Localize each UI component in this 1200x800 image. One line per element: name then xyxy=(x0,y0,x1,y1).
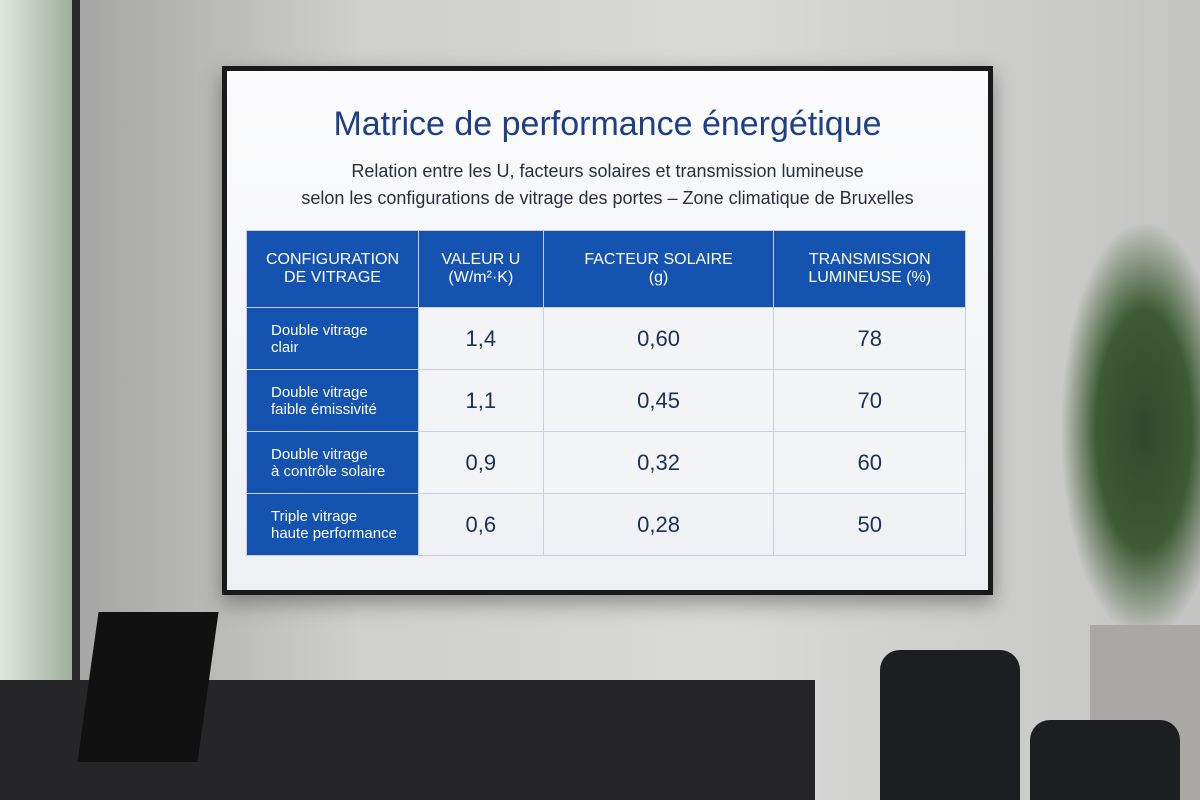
cell: 78 xyxy=(773,307,966,370)
row-label: Double vitrage clair xyxy=(246,307,419,370)
cell-line: (g) xyxy=(648,269,669,286)
chair xyxy=(880,650,1020,800)
cell-line: haute performance xyxy=(271,524,397,542)
slide: Matrice de performance énergétique Relat… xyxy=(227,71,988,590)
cell-line: clair xyxy=(271,338,299,356)
cell-line: Double vitrage xyxy=(271,383,368,401)
title: Matrice de performance énergétique xyxy=(333,105,882,143)
table-row: Double vitrage clair 1,4 0,60 78 xyxy=(246,307,966,370)
cell-line: (W/m²·K) xyxy=(448,269,514,286)
cell-line: DE VITRAGE xyxy=(284,269,381,286)
cell: 0,45 xyxy=(542,369,775,432)
cell: 0,28 xyxy=(542,493,775,556)
cell: 0,32 xyxy=(542,431,775,494)
chair xyxy=(1030,720,1180,800)
cell-line: TRANSMISSION xyxy=(808,251,931,268)
row-label: Triple vitrage haute performance xyxy=(246,493,419,556)
cell-line: FACTEUR SOLAIRE xyxy=(584,251,733,268)
window xyxy=(0,0,80,700)
column-header: CONFIGURATION DE VITRAGE xyxy=(246,230,419,308)
cell-line: Triple vitrage xyxy=(271,507,358,525)
cell-line: faible émissivité xyxy=(271,400,377,418)
cell: 60 xyxy=(773,431,966,494)
table-row: Double vitrage faible émissivité 1,1 0,45 70 xyxy=(246,369,966,432)
cell-line: Double vitrage xyxy=(271,445,368,463)
laptop xyxy=(77,612,219,762)
subtitle: Relation entre les U, facteurs solaires … xyxy=(351,161,864,181)
display: Matrice de performance énergétique Relat… xyxy=(222,66,993,595)
cell-line: Double vitrage xyxy=(271,321,368,339)
table-row: Double vitrage à contrôle solaire 0,9 0,32 6… xyxy=(246,431,966,494)
column-header: TRANSMISSION LUMINEUSE (%) xyxy=(773,230,966,308)
cell-line: LUMINEUSE (%) xyxy=(808,269,932,286)
row-label: Double vitrage faible émissivité xyxy=(246,369,419,432)
cell: 0,60 xyxy=(542,307,775,370)
cell: 0,9 xyxy=(418,431,544,494)
cell: 1,1 xyxy=(418,369,544,432)
column-header: FACTEUR SOLAIRE (g) xyxy=(542,230,775,308)
cell-line: CONFIGURATION xyxy=(265,251,400,268)
cell-line: à contrôle solaire xyxy=(271,462,386,480)
column-header: VALEUR U (W/m²·K) xyxy=(418,230,544,308)
cell: 0,6 xyxy=(418,493,544,556)
cell-line: VALEUR U xyxy=(441,251,521,268)
cell: 70 xyxy=(773,369,966,432)
subtitle: selon les configurations de vitrage des … xyxy=(301,188,914,208)
table: CONFIGURATION DE VITRAGE VALEUR U (W/m²·K) F… xyxy=(246,230,966,556)
cell: 50 xyxy=(773,493,966,556)
plant xyxy=(1060,220,1200,640)
table-row: Triple vitrage haute performance 0,6 0,28 50 xyxy=(246,493,966,556)
row-label: Double vitrage à contrôle solaire xyxy=(246,431,419,494)
cell: 1,4 xyxy=(418,307,544,370)
